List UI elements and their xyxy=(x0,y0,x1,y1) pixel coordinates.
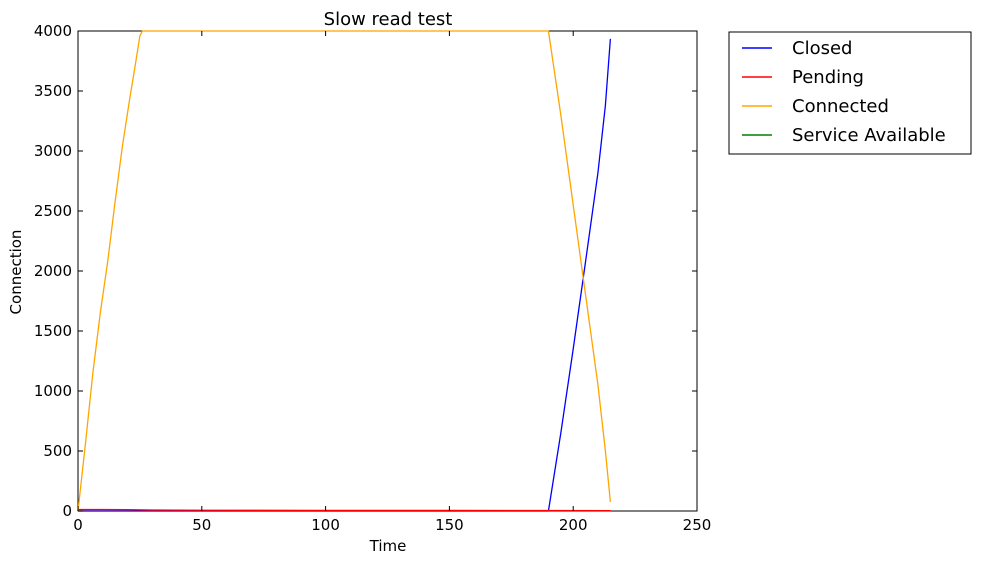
y-tick-label: 2500 xyxy=(34,202,72,220)
series-line-connected xyxy=(77,30,611,512)
y-axis: 0 500 1000 1500 2000 2500 3000 3500 4000 xyxy=(34,22,697,520)
x-tick-label: 200 xyxy=(559,516,588,534)
x-tick-label: 50 xyxy=(192,516,211,534)
legend: Closed Pending Connected Service Available xyxy=(728,31,972,155)
y-tick-label: 3000 xyxy=(34,142,72,160)
plot-area xyxy=(77,30,698,512)
y-tick-label: 500 xyxy=(43,442,72,460)
y-tick-label: 3500 xyxy=(34,82,72,100)
legend-label-pending: Pending xyxy=(792,67,864,88)
x-tick-label: 100 xyxy=(311,516,340,534)
y-tick-label: 0 xyxy=(62,502,72,520)
x-axis: 0 50 100 150 200 250 xyxy=(73,31,711,534)
plot-frame xyxy=(77,30,698,512)
series-line-closed xyxy=(77,38,611,512)
y-tick-label: 1000 xyxy=(34,382,72,400)
x-tick-label: 150 xyxy=(435,516,464,534)
y-axis-label: Connection xyxy=(7,230,25,315)
y-tick-label: 2000 xyxy=(34,262,72,280)
legend-label-service-available: Service Available xyxy=(792,125,946,146)
x-tick-label: 250 xyxy=(683,516,712,534)
x-axis-label: Time xyxy=(369,537,407,555)
legend-box xyxy=(728,31,972,155)
y-tick-label: 4000 xyxy=(34,22,72,40)
y-tick-label: 1500 xyxy=(34,322,72,340)
legend-items: Closed Pending Connected Service Available xyxy=(742,38,946,146)
legend-label-closed: Closed xyxy=(792,38,852,59)
chart-title: Slow read test xyxy=(324,9,453,30)
x-tick-label: 0 xyxy=(73,516,83,534)
legend-label-connected: Connected xyxy=(792,96,889,117)
